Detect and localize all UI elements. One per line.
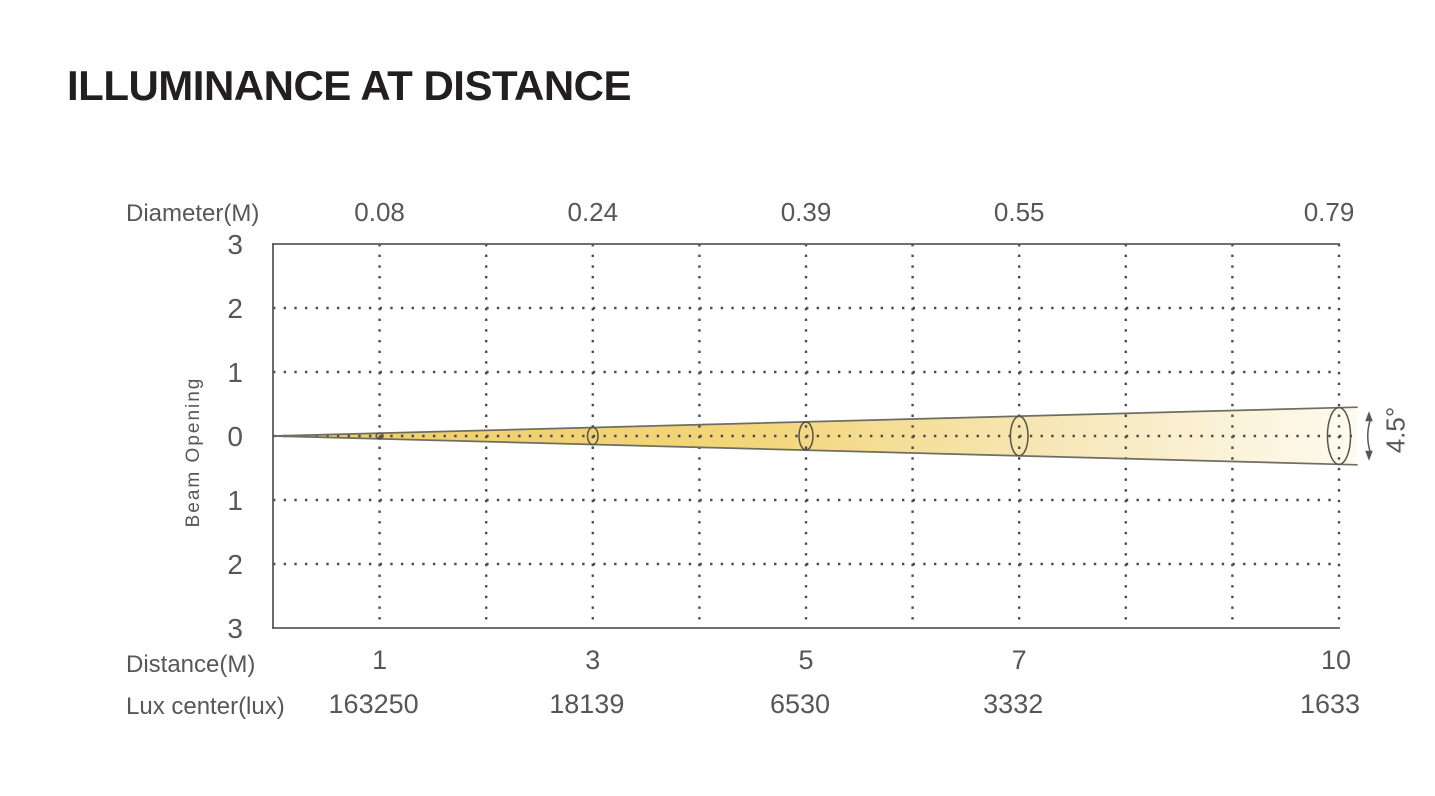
lux-value-label: 1633	[1300, 689, 1360, 719]
beam-section-ellipse	[1326, 406, 1352, 466]
distance-tick-label: 10	[1321, 645, 1351, 675]
plot-border-layer	[272, 243, 1340, 629]
beam-section-ellipse	[586, 426, 599, 446]
y-tick-label: 3	[227, 229, 243, 260]
diameter-tick-label: 0.55	[994, 197, 1045, 227]
beam-section-ellipse	[798, 421, 814, 451]
distance-axis-label: Distance(M)	[126, 651, 256, 678]
y-tick-label: 1	[227, 357, 243, 388]
lux-value-label: 163250	[329, 689, 419, 719]
y-tick-label: 2	[227, 549, 243, 580]
angle-arrow-line	[1367, 418, 1372, 454]
beam-cone-outline	[272, 406, 1358, 437]
distance-tick-label: 1	[372, 645, 387, 675]
diameter-tick-label: 0.08	[354, 197, 405, 227]
beam-section-ellipse	[1009, 415, 1029, 457]
lux-value-label: 6530	[770, 689, 830, 719]
beam-cone-outline	[272, 435, 1358, 466]
distance-tick-label: 3	[585, 645, 600, 675]
angle-arrow-head-bottom	[1365, 450, 1373, 461]
diameter-tick-label: 0.79	[1304, 197, 1355, 227]
angle-arrow-head-top	[1365, 411, 1373, 422]
angle-arrow-layer	[1365, 411, 1373, 461]
lux-value-label: 18139	[549, 689, 624, 719]
beam-cone-outline-layer	[272, 406, 1358, 466]
tick-label-layer: 0.08 1 163250 0.24 3 18139 0.39 5 6530 0.55 7 3332 0…	[227, 197, 1360, 719]
beam-section-layer	[375, 406, 1352, 466]
y-tick-label: 2	[227, 293, 243, 324]
grid-layer	[273, 244, 1352, 628]
y-tick-label: 3	[227, 613, 243, 644]
distance-tick-label: 5	[798, 645, 813, 675]
diameter-tick-label: 0.24	[567, 197, 618, 227]
beam-cone-fill-layer	[273, 407, 1357, 465]
page-title: ILLUMINANCE AT DISTANCE	[67, 62, 632, 109]
beam-section-ellipse	[375, 432, 384, 440]
y-tick-label: 0	[227, 421, 243, 452]
distance-tick-label: 7	[1012, 645, 1027, 675]
lux-value-label: 3332	[983, 689, 1043, 719]
lux-center-axis-label: Lux center(lux)	[126, 693, 285, 720]
diameter-axis-label: Diameter(M)	[126, 200, 260, 227]
beam-cone	[273, 407, 1357, 465]
y-tick-label: 1	[227, 485, 243, 516]
diameter-tick-label: 0.39	[781, 197, 832, 227]
